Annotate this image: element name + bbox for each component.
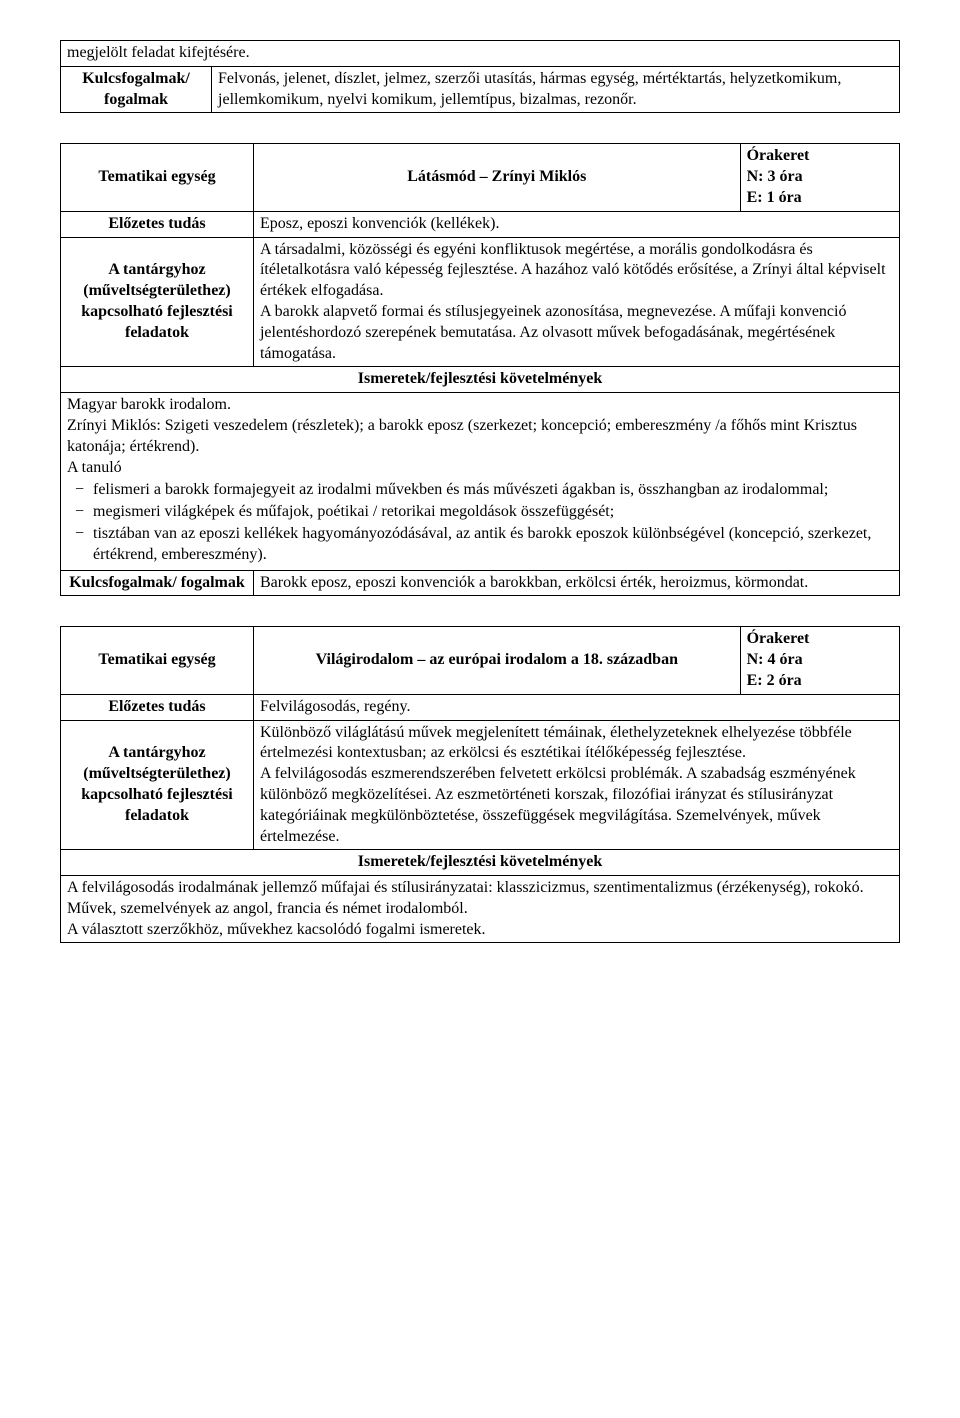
elozetes-label: Előzetes tudás <box>61 211 254 237</box>
orakeret-cell: Órakeret N: 4 óra E: 2 óra <box>740 627 899 694</box>
list-item: − felismeri a barokk formajegyeit az iro… <box>67 480 893 501</box>
table-vilagirodalom: Tematikai egység Világirodalom – az euró… <box>60 626 900 943</box>
orakeret-label: Órakeret <box>747 629 893 650</box>
orakeret-e: E: 2 óra <box>747 671 893 692</box>
table-kulcsfogalmak-top: megjelölt feladat kifejtésére. Kulcsfoga… <box>60 40 900 113</box>
elozetes-value: Felvilágosodás, regény. <box>253 694 899 720</box>
ismeretek-body: Magyar barokk irodalom. Zrínyi Miklós: S… <box>61 393 900 570</box>
ismeretek-header: Ismeretek/fejlesztési követelmények <box>61 850 900 876</box>
kulcsfogalmak-text: Barokk eposz, eposzi konvenciók a barokk… <box>253 570 899 596</box>
ismeretek-header: Ismeretek/fejlesztési követelmények <box>61 367 900 393</box>
tematikai-value: Világirodalom – az európai irodalom a 18… <box>253 627 740 694</box>
kulcsfogalmak-label: Kulcsfogalmak/ fogalmak <box>61 570 254 596</box>
tematikai-label: Tematikai egység <box>61 627 254 694</box>
kulcsfogalmak-label: Kulcsfogalmak/ fogalmak <box>61 66 212 113</box>
list-item: − tisztában van az eposzi kellékek hagyo… <box>67 524 893 566</box>
orakeret-label: Órakeret <box>747 146 893 167</box>
dash-icon: − <box>67 524 93 566</box>
tantargy-value: A társadalmi, közösségi és egyéni konfli… <box>253 237 899 367</box>
dash-icon: − <box>67 480 93 501</box>
bullet-list: − felismeri a barokk formajegyeit az iro… <box>67 480 893 565</box>
orakeret-n: N: 4 óra <box>747 650 893 671</box>
dash-icon: − <box>67 502 93 523</box>
body-intro: Magyar barokk irodalom. Zrínyi Miklós: S… <box>67 395 893 478</box>
intro-row: megjelölt feladat kifejtésére. <box>61 41 900 67</box>
table-zrinyi: Tematikai egység Látásmód – Zrínyi Mikló… <box>60 143 900 596</box>
elozetes-label: Előzetes tudás <box>61 694 254 720</box>
tantargy-label: A tantárgyhoz (műveltségterülethez) kapc… <box>61 237 254 367</box>
bullet-text: tisztában van az eposzi kellékek hagyomá… <box>93 524 893 566</box>
orakeret-cell: Órakeret N: 3 óra E: 1 óra <box>740 144 899 211</box>
elozetes-value: Eposz, eposzi konvenciók (kellékek). <box>253 211 899 237</box>
tematikai-label: Tematikai egység <box>61 144 254 211</box>
tematikai-value: Látásmód – Zrínyi Miklós <box>253 144 740 211</box>
orakeret-e: E: 1 óra <box>747 188 893 209</box>
tantargy-value: Különböző világlátású művek megjelenítet… <box>253 720 899 850</box>
orakeret-n: N: 3 óra <box>747 167 893 188</box>
ismeretek-body: A felvilágosodás irodalmának jellemző mű… <box>61 876 900 943</box>
list-item: − megismeri világképek és műfajok, poéti… <box>67 502 893 523</box>
bullet-text: felismeri a barokk formajegyeit az iroda… <box>93 480 893 501</box>
bullet-text: megismeri világképek és műfajok, poétika… <box>93 502 893 523</box>
kulcsfogalmak-text: Felvonás, jelenet, díszlet, jelmez, szer… <box>212 66 900 113</box>
tantargy-label: A tantárgyhoz (műveltségterülethez) kapc… <box>61 720 254 850</box>
